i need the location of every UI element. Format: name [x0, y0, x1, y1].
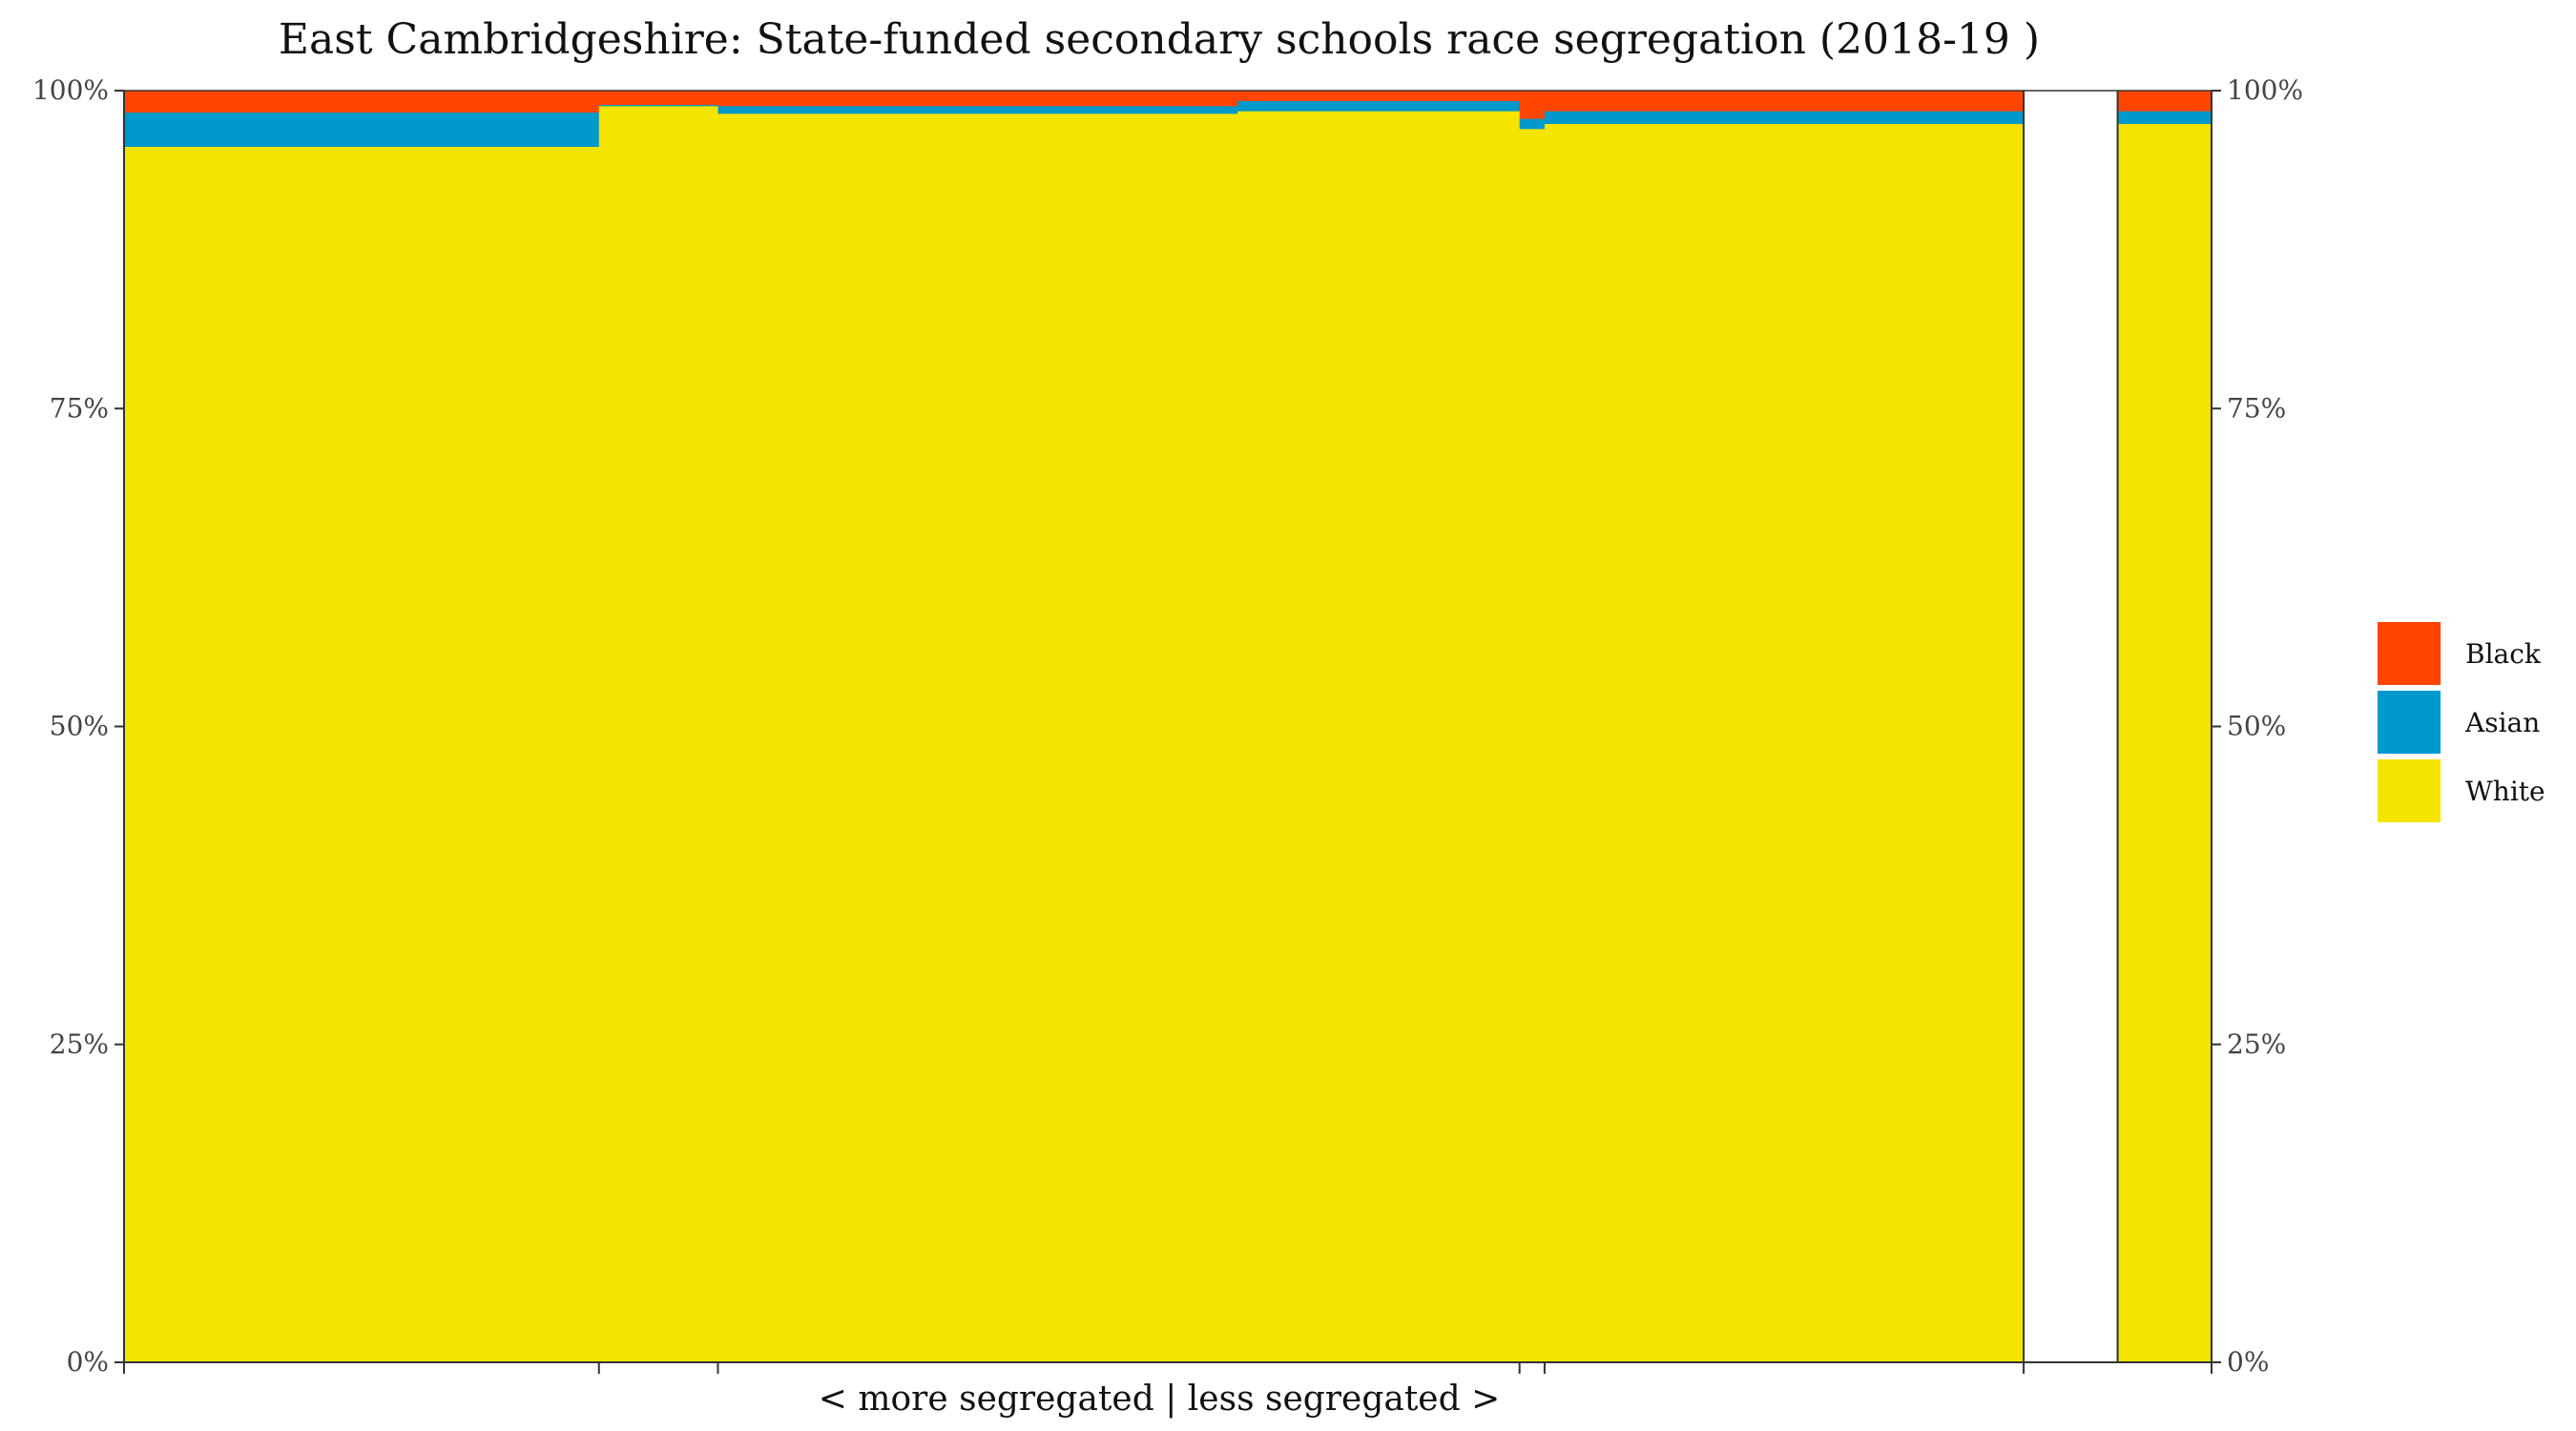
bar-school-3-asian	[717, 105, 1238, 114]
bar-school-2-asian	[598, 104, 718, 107]
bar-school-6-black	[1544, 91, 2025, 112]
bar-school-8-asian	[2117, 111, 2212, 124]
bar-school-8-white	[2117, 123, 2212, 1363]
legend-swatch-white	[2378, 759, 2441, 822]
chart-title: East Cambridgeshire: State-funded second…	[279, 15, 2040, 64]
bar-school-1-white	[124, 146, 600, 1363]
y-tick-label-right-100: 100%	[2227, 74, 2303, 106]
bar-school-5-asian	[1519, 118, 1546, 130]
bar-school-4-asian	[1237, 100, 1521, 112]
legend-swatch-black	[2378, 622, 2441, 685]
bar-school-4-white	[1237, 111, 1521, 1363]
bar-school-1-asian	[124, 112, 600, 147]
y-tick-label-left-25: 25%	[50, 1028, 109, 1060]
bar-school-2-white	[598, 105, 718, 1363]
y-tick-label-left-0: 0%	[67, 1346, 109, 1378]
y-tick-label-left-50: 50%	[50, 711, 109, 742]
bar-school-8-black	[2117, 91, 2212, 112]
y-tick-label-right-0: 0%	[2227, 1346, 2269, 1378]
legend-label-black: Black	[2465, 638, 2542, 670]
axes-group: 0% 0% 25% 25% 50% 50% 75% 75% 100% 100%	[32, 74, 2303, 1378]
bar-school-5-black	[1519, 91, 1546, 119]
y-tick-label-right-75: 75%	[2227, 392, 2286, 424]
bar-school-1-black	[124, 91, 600, 113]
bar-school-4-black	[1237, 91, 1521, 101]
x-axis-label: < more segregated | less segregated >	[819, 1379, 1501, 1419]
bar-school-5-white	[1519, 128, 1546, 1363]
legend-swatch-asian	[2378, 691, 2441, 754]
bar-school-3-black	[717, 91, 1238, 107]
bar-school-2-black	[598, 91, 718, 105]
y-tick-label-left-75: 75%	[50, 392, 109, 424]
bars-group	[124, 91, 2212, 1363]
y-tick-label-right-25: 25%	[2227, 1028, 2286, 1060]
y-tick-label-left-100: 100%	[32, 74, 109, 106]
bar-school-6-asian	[1544, 111, 2025, 124]
y-tick-label-right-50: 50%	[2227, 711, 2286, 742]
legend-label-white: White	[2465, 776, 2545, 807]
legend: Black Asian White	[2378, 622, 2545, 822]
legend-label-asian: Asian	[2464, 707, 2540, 738]
bar-school-3-white	[717, 113, 1238, 1363]
bar-school-6-white	[1544, 123, 2025, 1363]
